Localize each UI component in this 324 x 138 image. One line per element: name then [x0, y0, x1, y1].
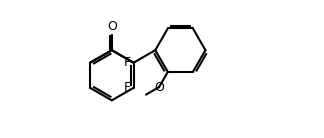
Text: F: F — [123, 56, 131, 69]
Text: O: O — [107, 20, 117, 33]
Text: O: O — [154, 81, 164, 94]
Text: F: F — [123, 81, 131, 94]
